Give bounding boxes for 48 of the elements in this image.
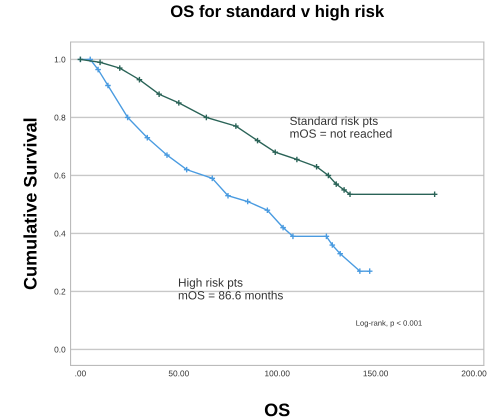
point (346, 190, 354, 198)
annotation: High risk pts mOS = 86.6 months (178, 278, 283, 300)
point (116, 64, 124, 72)
y-tick-label: 0.6 (54, 172, 66, 179)
point (254, 137, 261, 144)
chart-title: OS for standard v high risk (170, 4, 384, 21)
point (175, 99, 182, 106)
x-tick-label: .00 (75, 370, 86, 376)
point (86, 56, 94, 63)
point (332, 180, 340, 188)
point (289, 232, 296, 240)
point (124, 114, 132, 121)
point (183, 166, 190, 174)
y-tick-label: 0.8 (54, 114, 66, 121)
y-tick-label: 1.0 (54, 56, 66, 63)
point (94, 66, 102, 74)
y-axis-title: Cumulative Survival (23, 118, 37, 290)
point (232, 122, 240, 130)
point (356, 268, 364, 275)
point (202, 114, 210, 121)
point (244, 198, 252, 205)
x-tick-label: 50.00 (168, 370, 189, 376)
y-tick-label: 0.0 (54, 346, 66, 353)
point (224, 192, 232, 200)
point (340, 186, 348, 194)
point (280, 224, 287, 232)
point (156, 90, 163, 98)
x-axis-title: OS (264, 404, 290, 416)
x-tick-label: 150.00 (363, 370, 388, 376)
point (144, 134, 151, 142)
point (293, 156, 300, 163)
point (336, 250, 344, 258)
point (324, 172, 332, 179)
point (208, 174, 216, 182)
y-tick-label: 0.4 (54, 230, 66, 237)
point (313, 163, 320, 170)
point (164, 152, 170, 159)
y-tick-label: 0.2 (54, 288, 66, 295)
point (272, 148, 279, 156)
x-tick-label: 200.00 (462, 370, 486, 376)
point (96, 58, 104, 66)
point (104, 82, 112, 89)
point (328, 242, 336, 249)
annotation: Standard risk pts mOS = not reached (290, 116, 392, 138)
point (136, 76, 143, 84)
x-tick-label: 100.00 (265, 370, 290, 376)
point (264, 206, 271, 214)
point (322, 232, 330, 240)
